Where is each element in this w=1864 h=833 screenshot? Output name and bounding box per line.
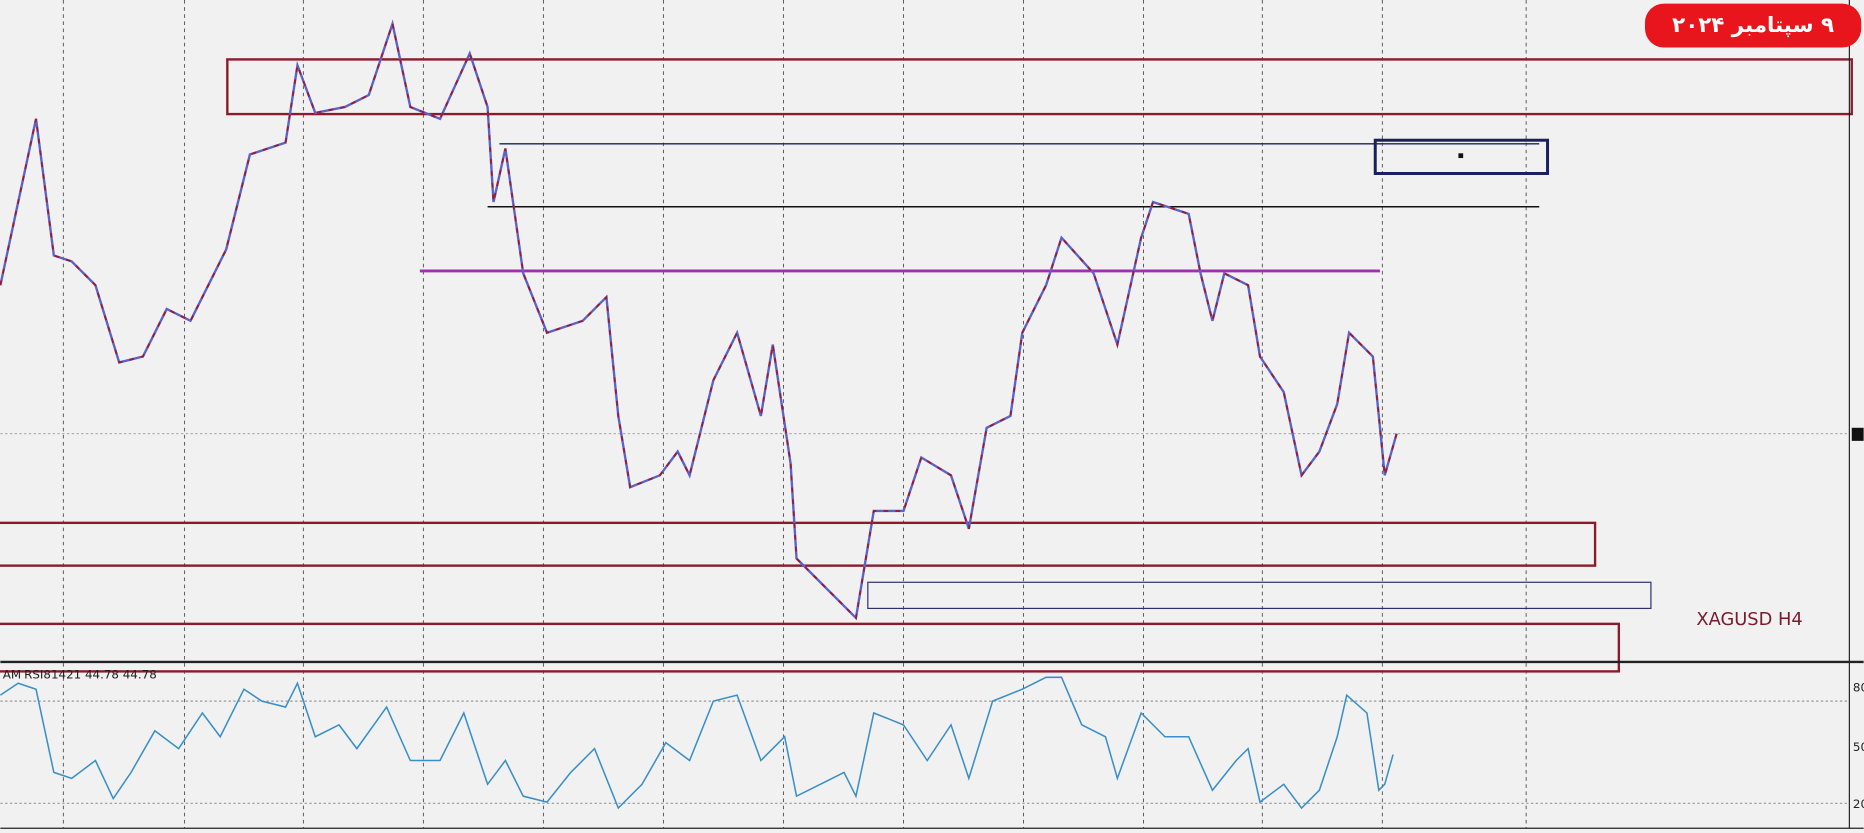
support-zone xyxy=(0,521,1597,567)
rsi-axis-label: 80 xyxy=(1853,681,1864,695)
rsi-series xyxy=(0,676,1394,810)
rsi-axis-label: 20 xyxy=(1853,797,1864,811)
support-zone xyxy=(0,622,1621,673)
selected-box[interactable] xyxy=(1373,138,1550,175)
price-marker xyxy=(1851,427,1864,441)
support-zone xyxy=(867,581,1652,610)
date-badge xyxy=(1644,3,1862,48)
resistance-zone xyxy=(226,58,1853,116)
rsi-axis-label: 50 xyxy=(1853,740,1864,754)
date-badge-text: ۹ سپتامبر ۲۰۲۴ xyxy=(1672,13,1834,38)
symbol-label: XAGUSD H4 xyxy=(1696,609,1802,630)
handle[interactable] xyxy=(1458,153,1464,159)
indicator-label: RSI81421 44.78 44.78 xyxy=(24,668,157,682)
price-series xyxy=(0,19,1398,621)
indicator-prefix: AM xyxy=(3,668,21,682)
